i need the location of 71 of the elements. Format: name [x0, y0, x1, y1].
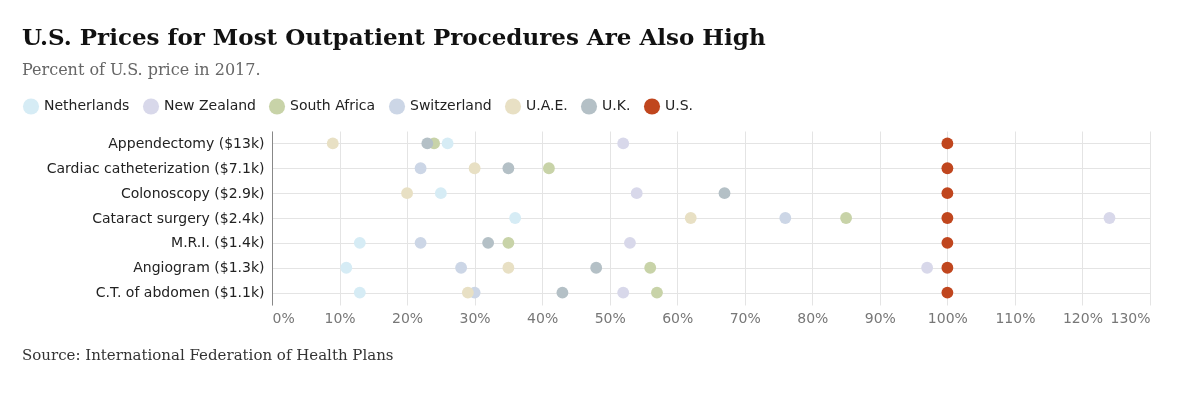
- chart-title: U.S. Prices for Most Outpatient Procedures Are Also High: [22, 23, 766, 50]
- point: [779, 212, 792, 224]
- point: [353, 236, 366, 249]
- x-tick-label: 50%: [594, 309, 626, 326]
- x-tick-label: 70%: [729, 309, 761, 326]
- point: [434, 187, 447, 200]
- point: [340, 261, 353, 274]
- point: [590, 261, 603, 274]
- x-tick-label: 90%: [864, 309, 896, 326]
- point: [509, 212, 522, 224]
- point: [941, 286, 954, 299]
- point: [414, 236, 427, 249]
- y-tick-label: Colonoscopy ($2.9k): [120, 184, 265, 201]
- y-tick-label: Cardiac catheterization ($7.1k): [46, 159, 265, 176]
- point: [617, 137, 630, 150]
- y-tick-label: Cataract surgery ($2.4k): [92, 209, 265, 226]
- x-tick-label: 0%: [272, 309, 295, 326]
- point: [421, 137, 434, 150]
- x-tick-label: 120%: [1062, 309, 1103, 326]
- source-note: Source: International Federation of Health Plans: [22, 346, 394, 364]
- point: [502, 236, 515, 249]
- y-tick-label: Appendectomy ($13k): [108, 134, 265, 151]
- point: [941, 162, 954, 175]
- x-tick-label: 40%: [527, 309, 559, 326]
- point: [441, 137, 454, 150]
- legend-label: Netherlands: [44, 97, 130, 114]
- point: [651, 286, 663, 299]
- y-tick-label: M.R.I. ($1.4k): [171, 234, 265, 251]
- point: [353, 286, 366, 299]
- y-tick-label: Angiogram ($1.3k): [133, 259, 265, 276]
- legend-label: U.S.: [665, 97, 694, 114]
- point: [326, 137, 339, 150]
- point: [941, 137, 954, 150]
- x-tick-label: 100%: [927, 309, 968, 326]
- point: [542, 162, 555, 175]
- point: [718, 187, 731, 200]
- point: [941, 212, 954, 224]
- x-tick-label: 130%: [1110, 309, 1151, 326]
- point: [461, 286, 474, 299]
- point: [482, 236, 495, 249]
- y-tick-label: C.T. of abdomen ($1.1k): [95, 284, 265, 301]
- x-tick-label: 110%: [995, 309, 1036, 326]
- point: [684, 212, 697, 224]
- point: [502, 162, 515, 175]
- x-tick-label: 30%: [459, 309, 491, 326]
- point: [1103, 212, 1116, 224]
- point: [941, 236, 954, 249]
- x-tick-label: 20%: [392, 309, 424, 326]
- point: [624, 236, 636, 249]
- point: [617, 286, 630, 299]
- legend-label: South Africa: [290, 97, 376, 114]
- point: [401, 187, 413, 200]
- point: [556, 286, 569, 299]
- legend-label: U.K.: [602, 97, 631, 114]
- x-tick-label: 10%: [324, 309, 356, 326]
- point: [941, 187, 954, 200]
- point: [630, 187, 643, 200]
- legend-label: New Zealand: [164, 97, 256, 114]
- legend-label: U.A.E.: [526, 97, 568, 114]
- point: [502, 261, 515, 274]
- point: [455, 261, 468, 274]
- x-tick-label: 60%: [662, 309, 694, 326]
- point: [921, 261, 934, 274]
- point: [414, 162, 427, 175]
- text: Percent of U.S. price in 2017.: [22, 60, 261, 79]
- x-tick-label: 80%: [797, 309, 829, 326]
- point: [644, 261, 657, 274]
- point: [840, 212, 852, 224]
- point: [941, 261, 954, 274]
- legend-label: Switzerland: [410, 97, 492, 114]
- point: [468, 162, 481, 175]
